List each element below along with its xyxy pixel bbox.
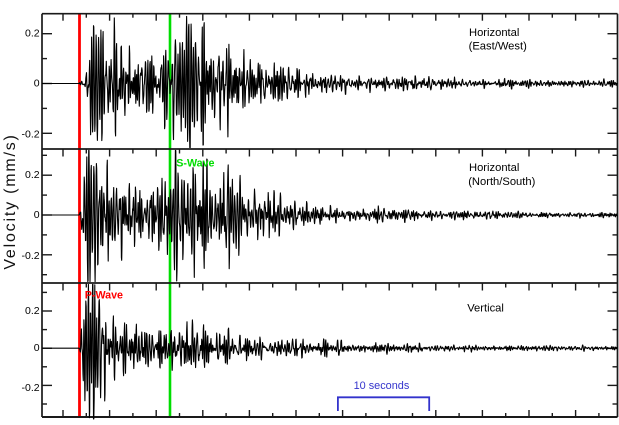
svg-text:-0.2: -0.2 [22,250,40,262]
svg-text:0: 0 [34,78,40,90]
svg-text:0.2: 0.2 [25,305,40,317]
svg-text:(East/West): (East/West) [469,41,528,53]
svg-text:0: 0 [34,209,40,221]
svg-text:-0.2: -0.2 [22,382,40,394]
svg-text:-0.2: -0.2 [22,128,40,140]
svg-text:Velocity (mm/s): Velocity (mm/s) [2,133,19,269]
svg-text:0.2: 0.2 [25,28,40,40]
svg-text:P-Wave: P-Wave [85,290,123,302]
svg-text:S-Wave: S-Wave [176,158,214,170]
svg-text:(North/South): (North/South) [468,176,535,188]
svg-text:Horizontal: Horizontal [469,27,519,39]
svg-text:10 seconds: 10 seconds [354,380,410,392]
svg-text:Horizontal: Horizontal [469,162,519,174]
svg-text:0: 0 [34,342,40,354]
svg-text:Vertical: Vertical [467,303,504,315]
svg-text:0.2: 0.2 [25,169,40,181]
